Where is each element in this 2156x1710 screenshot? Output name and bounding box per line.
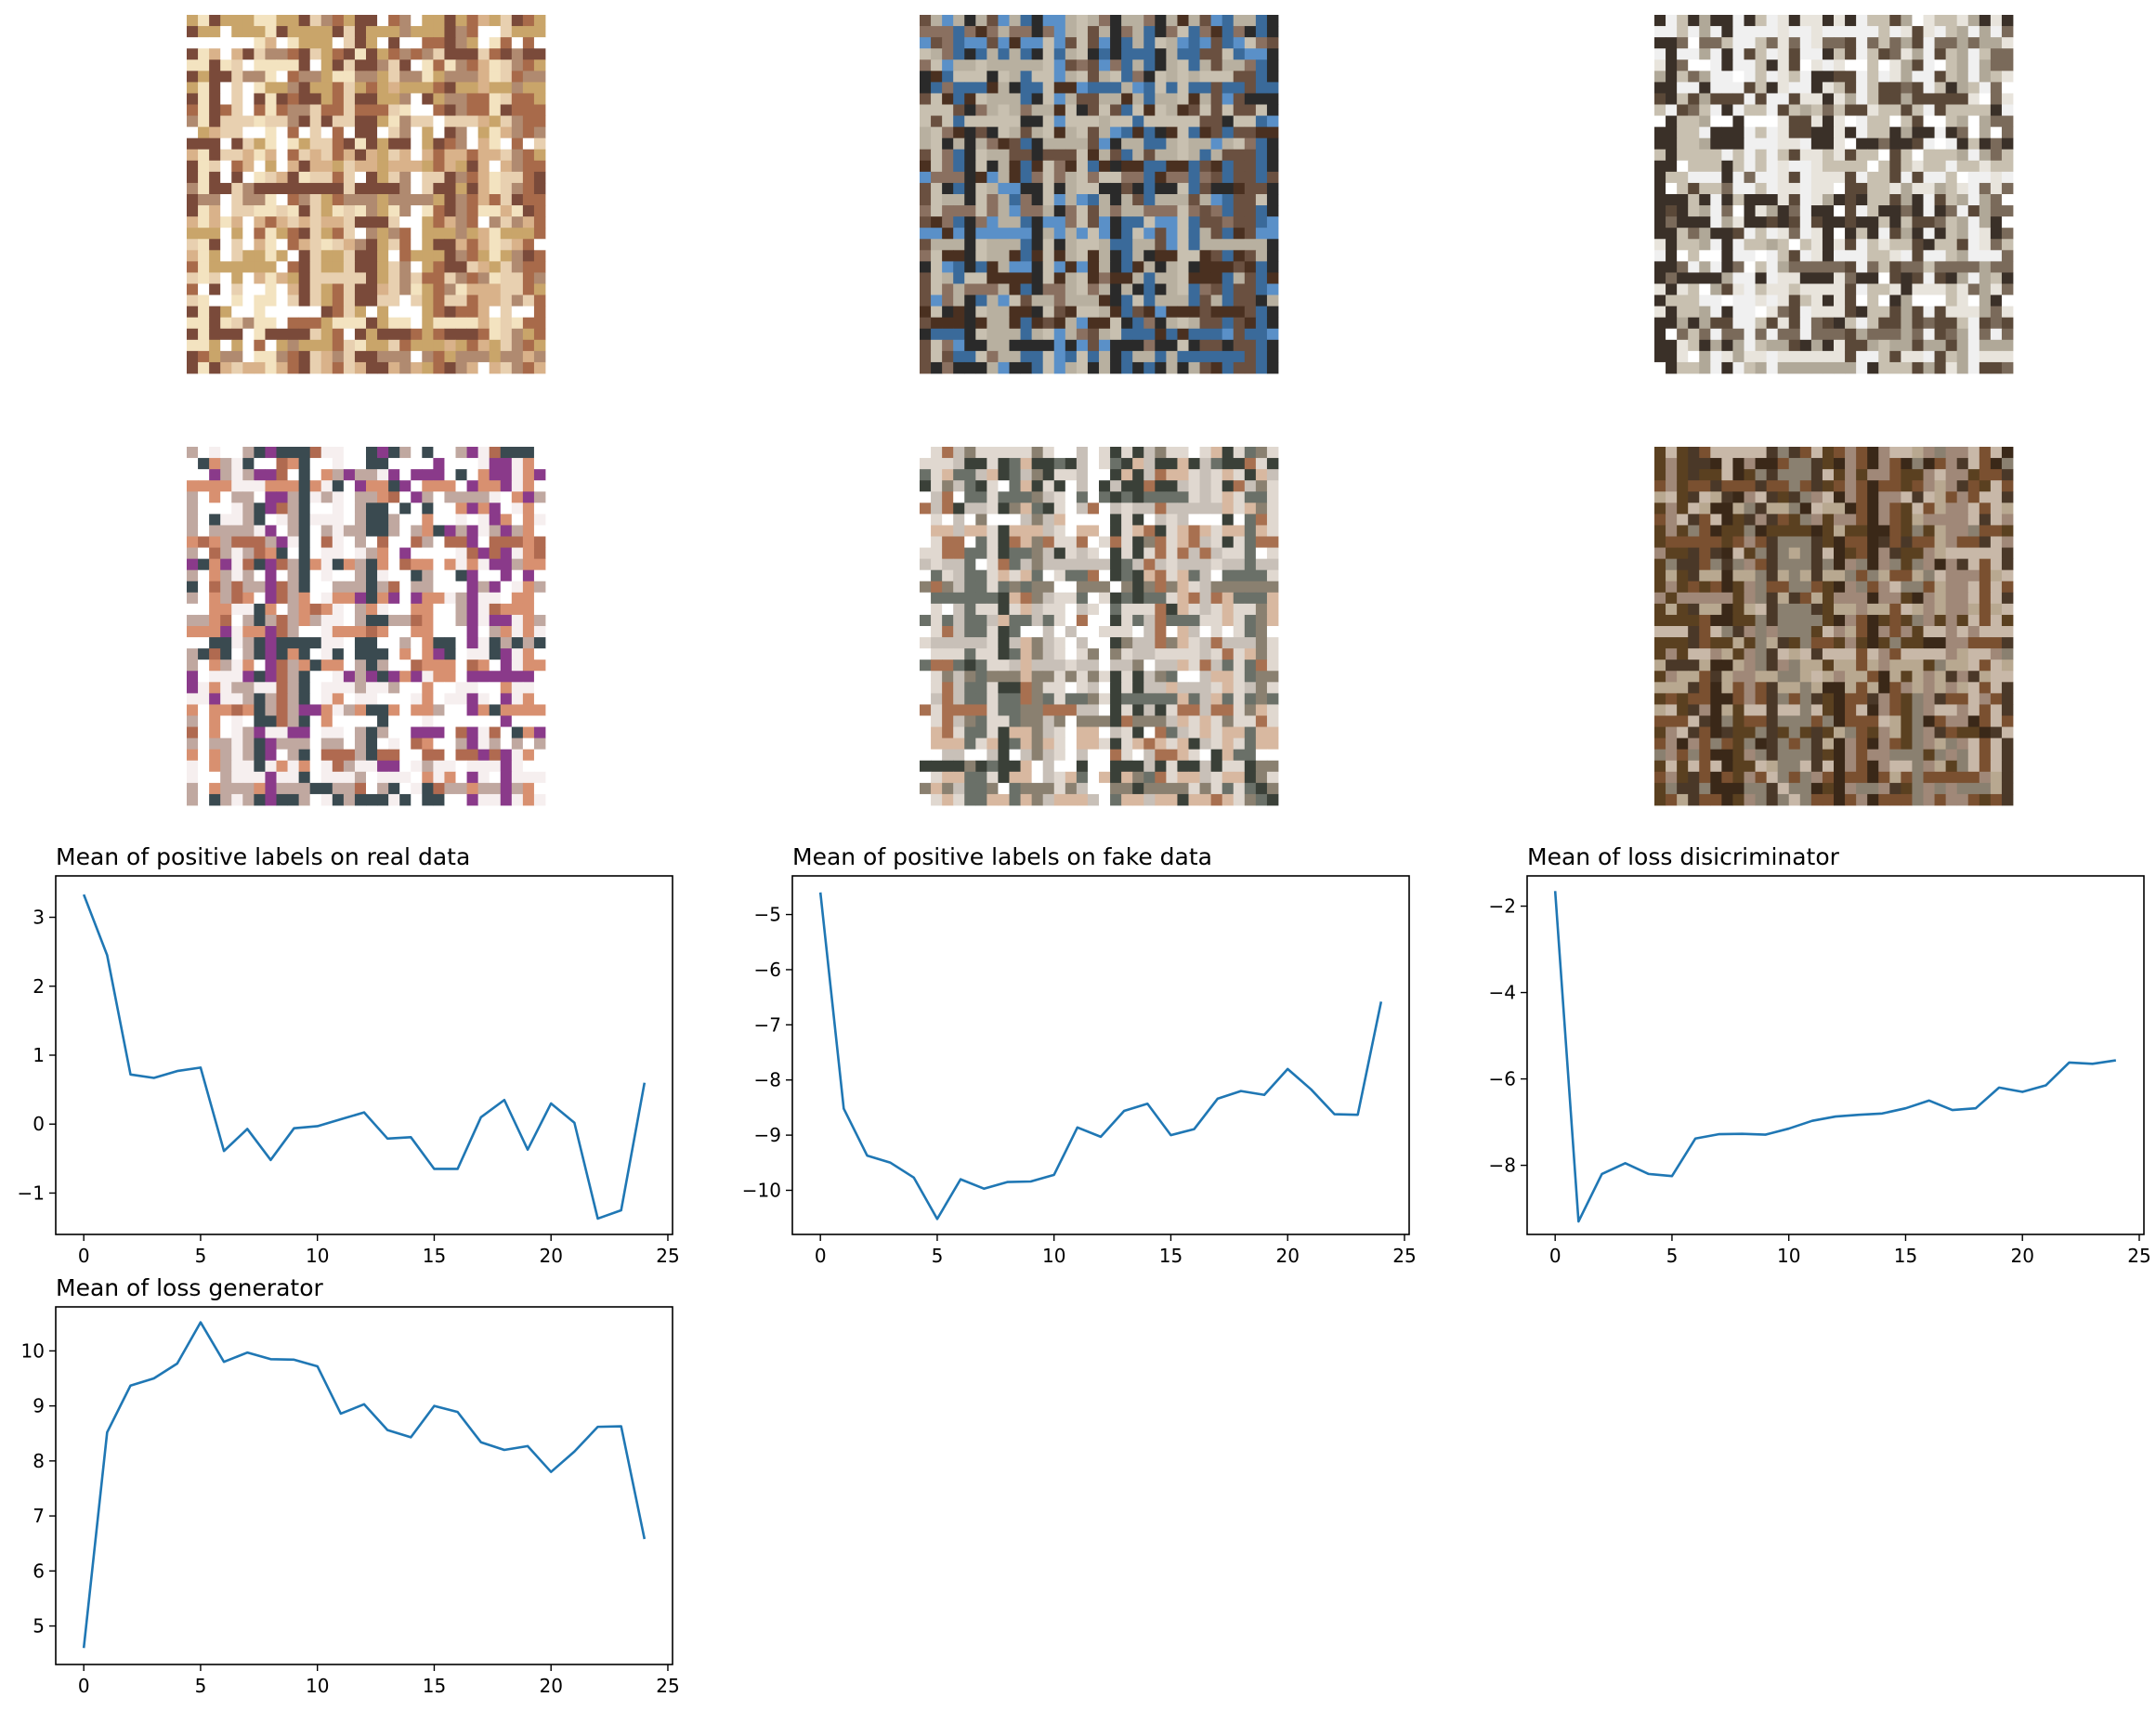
x-tick-label: 20 — [539, 1675, 562, 1697]
x-tick-label: 20 — [2010, 1245, 2033, 1267]
x-tick-label: 25 — [1392, 1245, 1416, 1267]
y-tick-label: −2 — [1489, 895, 1516, 918]
y-tick-label: −4 — [1489, 982, 1516, 1004]
y-tick-label: 10 — [21, 1339, 45, 1362]
y-tick-label: −8 — [754, 1069, 781, 1091]
axes-frame — [55, 1306, 673, 1665]
y-tick-label: −10 — [742, 1179, 781, 1201]
sample-3 — [1654, 15, 2014, 374]
x-tick-label: 0 — [1549, 1245, 1561, 1267]
chart-title: Mean of loss generator — [56, 1274, 324, 1301]
y-tick-label: −6 — [1489, 1068, 1516, 1090]
x-tick-label: 25 — [656, 1675, 679, 1697]
y-tick-label: 2 — [33, 975, 45, 998]
axes-frame — [55, 875, 673, 1235]
y-tick-label: −7 — [754, 1013, 781, 1036]
y-tick-label: −6 — [754, 959, 781, 981]
chart-title: Mean of loss disicriminator — [1527, 843, 1840, 870]
chart-4: Mean of loss generator 0 5 10 15 20 25 5 6 7 8 9 10 — [21, 1274, 680, 1697]
y-tick-label: 7 — [33, 1505, 45, 1527]
x-tick-label: 5 — [195, 1675, 207, 1697]
x-tick-label: 10 — [306, 1675, 329, 1697]
axes-frame — [1526, 875, 2145, 1235]
x-tick-label: 5 — [1666, 1245, 1679, 1267]
sample-1 — [187, 15, 546, 374]
y-tick-label: −9 — [754, 1124, 781, 1146]
x-tick-label: 10 — [1042, 1245, 1065, 1267]
sample-2 — [920, 15, 1279, 374]
x-tick-label: 10 — [1777, 1245, 1800, 1267]
y-tick-label: 5 — [33, 1615, 45, 1638]
series-line — [82, 1321, 647, 1649]
x-tick-label: 15 — [423, 1245, 446, 1267]
chart-title: Mean of positive labels on real data — [56, 843, 470, 870]
x-tick-label: 15 — [1159, 1245, 1183, 1267]
y-tick-label: −8 — [1489, 1155, 1516, 1177]
generated-samples-grid — [187, 15, 2014, 806]
x-tick-label: 25 — [656, 1245, 679, 1267]
x-tick-label: 15 — [1894, 1245, 1917, 1267]
y-tick-label: −1 — [18, 1181, 45, 1204]
y-tick-label: −5 — [754, 904, 781, 926]
sample-6 — [1654, 447, 2014, 806]
x-tick-label: 0 — [815, 1245, 827, 1267]
y-tick-label: 8 — [33, 1450, 45, 1472]
y-tick-label: 1 — [33, 1044, 45, 1066]
x-tick-label: 20 — [539, 1245, 562, 1267]
series-line — [1553, 891, 2117, 1223]
chart-title: Mean of positive labels on fake data — [792, 843, 1212, 870]
y-tick-label: 3 — [33, 907, 45, 929]
x-tick-label: 25 — [2127, 1245, 2150, 1267]
x-tick-label: 0 — [78, 1675, 90, 1697]
x-tick-label: 15 — [423, 1675, 446, 1697]
chart-3: Mean of loss disicriminator 0 5 10 15 20 25 −8 −… — [1489, 843, 2151, 1267]
x-tick-label: 0 — [78, 1245, 90, 1267]
x-tick-label: 5 — [195, 1245, 207, 1267]
x-tick-label: 20 — [1275, 1245, 1299, 1267]
y-tick-label: 9 — [33, 1395, 45, 1417]
y-tick-label: 0 — [33, 1113, 45, 1135]
axes-frame — [791, 875, 1410, 1235]
sample-5 — [920, 447, 1279, 806]
sample-4 — [187, 447, 546, 806]
y-tick-label: 6 — [33, 1560, 45, 1582]
chart-2: Mean of positive labels on fake data 0 5 10… — [742, 843, 1417, 1267]
series-line — [82, 894, 647, 1220]
series-line — [818, 892, 1383, 1220]
x-tick-label: 10 — [306, 1245, 329, 1267]
x-tick-label: 5 — [932, 1245, 944, 1267]
